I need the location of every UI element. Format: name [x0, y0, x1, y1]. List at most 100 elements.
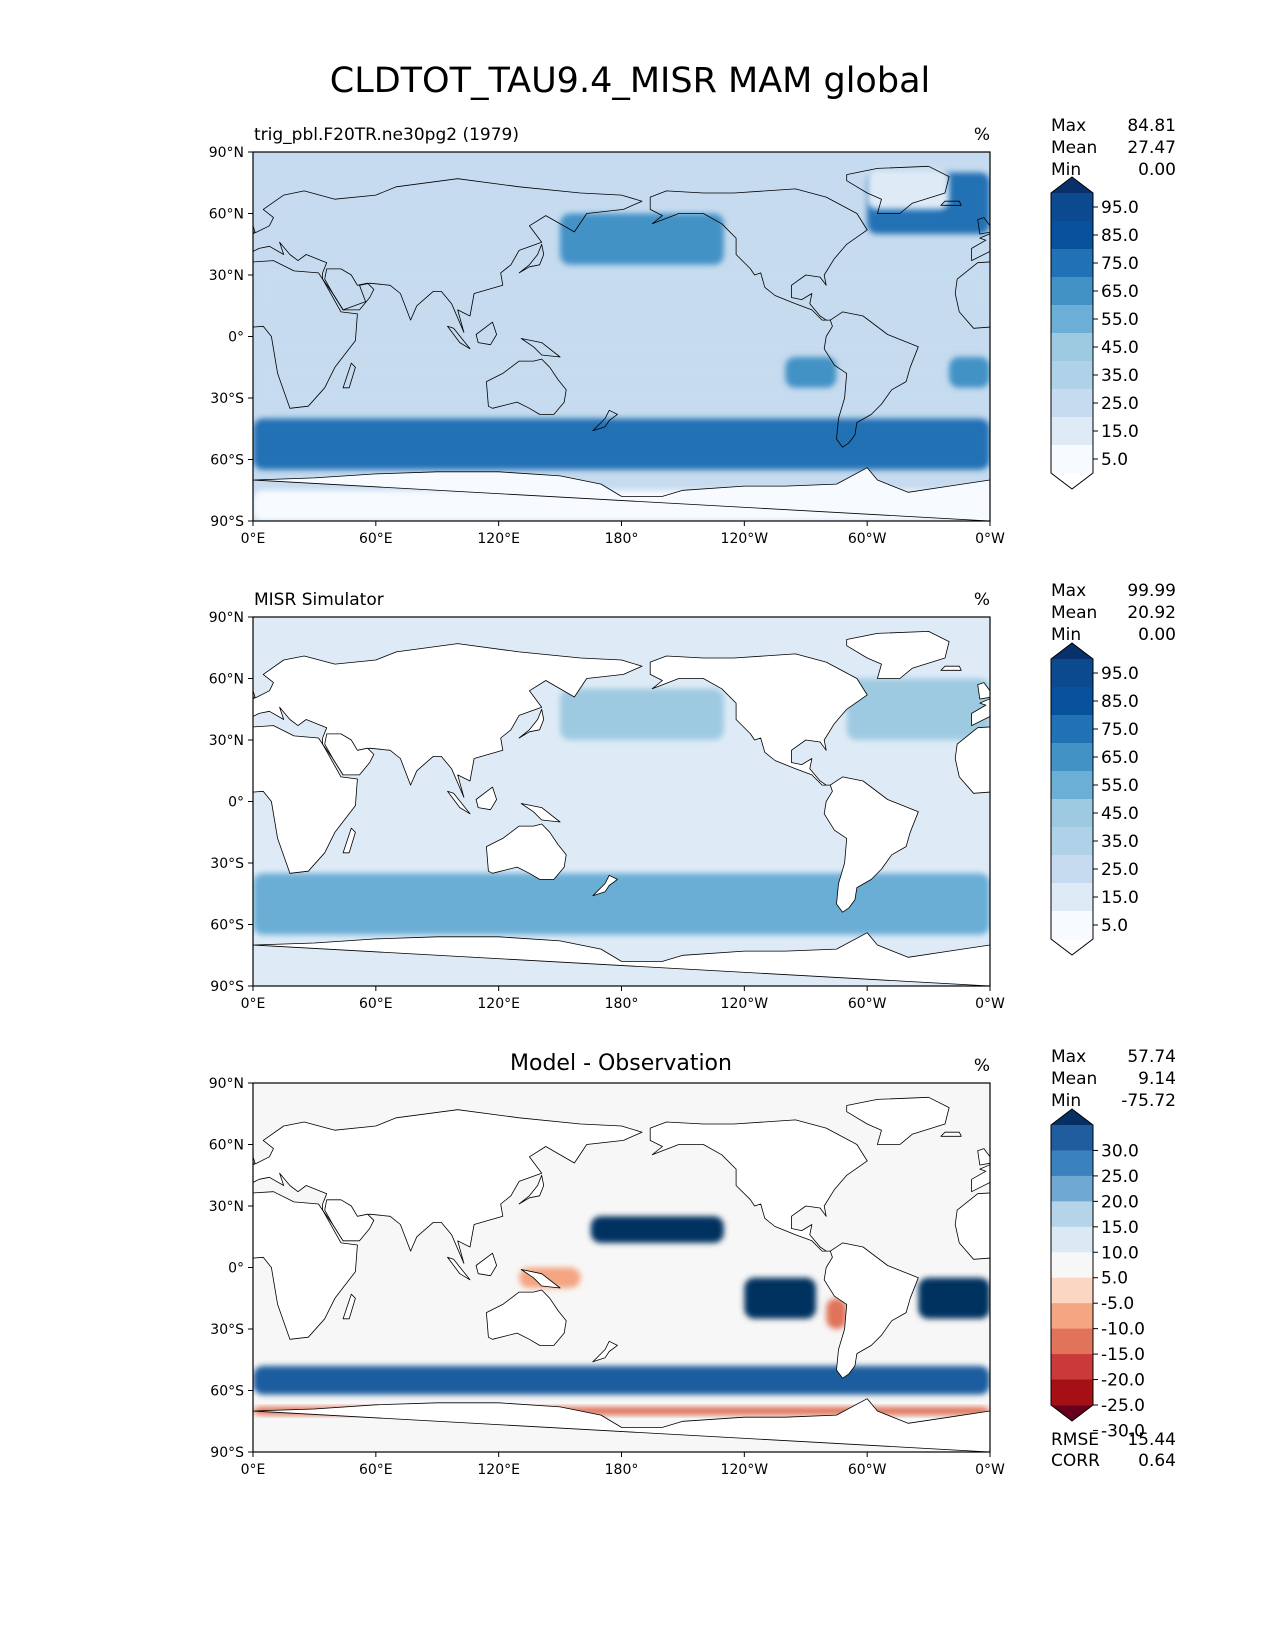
- stat-label: Mean: [1051, 138, 1097, 158]
- coastline-newZealand: [592, 1340, 618, 1363]
- y-tick-label: 60°N: [209, 207, 244, 223]
- colorbar-tick-label: 85.0: [1101, 226, 1139, 246]
- stat-value: 27.47: [1127, 138, 1176, 158]
- x-tick-label: 60°W: [848, 996, 887, 1012]
- panel-difference: Model - Observation % 0°E 60°E 120°E 180° 12…: [209, 1047, 1176, 1478]
- coastline-australia: [486, 1289, 567, 1346]
- coastline-newZealand: [592, 409, 618, 432]
- colorbar-tick-label: 25.0: [1101, 1167, 1139, 1187]
- colorbar-tick-label: 10.0: [1101, 1243, 1139, 1263]
- corr-value: 0.64: [1138, 1451, 1176, 1471]
- coastline-greenland: [846, 165, 950, 214]
- colorbar-tick-label: 65.0: [1101, 748, 1139, 768]
- rmse-label: RMSE: [1051, 1430, 1099, 1450]
- colorbar-tick-label: 35.0: [1101, 832, 1139, 852]
- coastline-greenland: [846, 1096, 950, 1145]
- feature-se-atlantic-positive: [918, 1277, 990, 1319]
- colorbar-segment: [1051, 1226, 1093, 1253]
- colorbar-tick-label: -10.0: [1101, 1320, 1145, 1340]
- y-tick-label: 90°S: [210, 514, 244, 530]
- stat-value: 99.99: [1127, 581, 1176, 601]
- stat-label: Mean: [1051, 1069, 1097, 1089]
- colorbar-tick-label: 5.0: [1101, 1269, 1128, 1289]
- stat-label: Mean: [1051, 603, 1097, 623]
- colorbar-segment: [1051, 1328, 1093, 1355]
- y-tick-label: 30°S: [210, 856, 244, 872]
- coastline-eurasia: [253, 1109, 990, 1264]
- colorbar-segment: [1051, 687, 1093, 716]
- stat-label: Max: [1051, 1047, 1086, 1067]
- panel-reference-units: %: [974, 590, 990, 610]
- feature-north-pacific-clouds: [560, 688, 724, 740]
- y-tick-label: 30°N: [209, 733, 244, 749]
- y-tick-label: 60°N: [209, 1138, 244, 1154]
- colorbar-extend-min: [1051, 1405, 1093, 1421]
- coastline-borneo: [475, 1252, 497, 1277]
- x-tick-label: 0°W: [975, 1462, 1005, 1478]
- colorbar-tick-label: 15.0: [1101, 1218, 1139, 1238]
- y-tick-label: 60°N: [209, 672, 244, 688]
- colorbar-tick-label: 20.0: [1101, 1192, 1139, 1212]
- colorbar-segment: [1051, 1175, 1093, 1202]
- stat-value: 57.74: [1127, 1047, 1176, 1067]
- stat-value: 0.00: [1138, 160, 1176, 180]
- y-tick-label: 90°N: [209, 1076, 244, 1092]
- coastline-iceland: [940, 200, 962, 206]
- coastline-borneo: [475, 321, 497, 346]
- colorbar-segment: [1051, 743, 1093, 772]
- colorbar-segment: [1051, 883, 1093, 912]
- stat-value: -75.72: [1121, 1091, 1176, 1111]
- x-tick-label: 120°E: [477, 1462, 520, 1478]
- y-tick-label: 30°N: [209, 1199, 244, 1215]
- feature-southern-storm-track: [253, 418, 990, 470]
- panel-test-units: %: [974, 125, 990, 145]
- coastline-japan: [518, 708, 545, 739]
- colorbar-outline: [1050, 642, 1094, 956]
- panel-difference-title: Model - Observation: [510, 1051, 732, 1076]
- colorbar-tick-label: 30.0: [1101, 1141, 1139, 1161]
- y-tick-label: 60°S: [210, 1384, 244, 1400]
- colorbar-tick-label: 5.0: [1101, 450, 1128, 470]
- panel-reference: MISR Simulator % 0°E 60°E 120°E 180° 120°W 60…: [209, 581, 1176, 1012]
- colorbar-tick-label: 85.0: [1101, 692, 1139, 712]
- panel-reference-subtitle: MISR Simulator: [254, 590, 384, 610]
- colorbar-segment: [1051, 715, 1093, 744]
- figure-title: CLDTOT_TAU9.4_MISR MAM global: [330, 61, 930, 101]
- colorbar-segment: [1051, 1150, 1093, 1177]
- colorbar-tick-label: 55.0: [1101, 776, 1139, 796]
- colorbar-segment: [1051, 445, 1093, 474]
- panel-difference-map: [253, 1083, 990, 1452]
- stat-label: Min: [1051, 1091, 1081, 1111]
- coastline-greenland: [846, 631, 950, 679]
- stat-label: Min: [1051, 160, 1081, 180]
- colorbar-tick-label: -25.0: [1101, 1396, 1145, 1416]
- colorbar-tick-label: -20.0: [1101, 1371, 1145, 1391]
- coastline-southAmerica: [823, 311, 919, 448]
- coastline-arabia: [324, 733, 375, 776]
- coastline-africa: [253, 725, 990, 874]
- corr-label: CORR: [1051, 1451, 1100, 1471]
- colorbar-tick-label: 65.0: [1101, 282, 1139, 302]
- colorbar-tick-label: 55.0: [1101, 310, 1139, 330]
- colorbar-segment: [1051, 389, 1093, 418]
- stat-value: 20.92: [1127, 603, 1176, 623]
- colorbar-segment: [1051, 1354, 1093, 1381]
- x-tick-label: 0°W: [975, 531, 1005, 547]
- coastline-sumatra: [447, 325, 471, 350]
- colorbar-segment: [1051, 1252, 1093, 1279]
- x-tick-label: 180°: [605, 1462, 639, 1478]
- stat-value: 0.00: [1138, 625, 1176, 645]
- colorbar-tick-label: -15.0: [1101, 1345, 1145, 1365]
- feature-se-pacific-positive: [744, 1277, 816, 1319]
- colorbar-tick-label: 45.0: [1101, 804, 1139, 824]
- colorbar-segment: [1051, 417, 1093, 446]
- colorbar-segment: [1051, 249, 1093, 278]
- feature-north-pacific-clouds: [560, 213, 724, 265]
- feature-greenland-clear: [867, 168, 950, 210]
- panel-reference-map: [253, 617, 990, 986]
- colorbar-segment: [1051, 1201, 1093, 1228]
- subtropical-belt: [253, 357, 990, 409]
- coastline-antarctica: [253, 1398, 990, 1452]
- colorbar-segment: [1051, 855, 1093, 884]
